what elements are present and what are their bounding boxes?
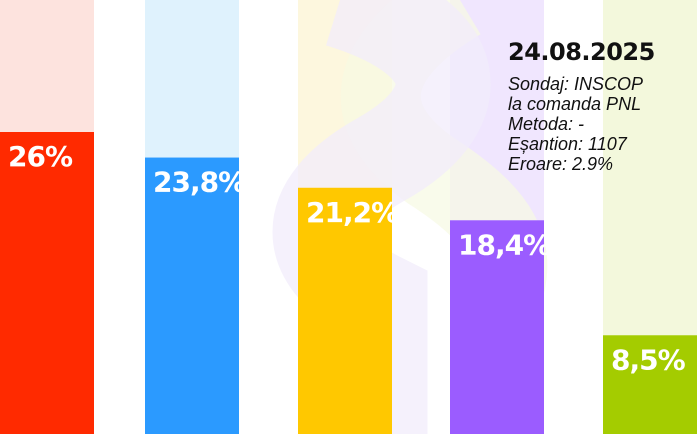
poll-source: Sondaj: INSCOP [508, 74, 644, 94]
bar-value-label-3: 21,2% [306, 196, 399, 229]
poll-info-panel: 24.08.2025 Sondaj: INSCOP la comanda PNL… [508, 38, 698, 174]
bar-value-label-2: 23,8% [153, 166, 246, 199]
bar-4 [450, 220, 544, 434]
bar-value-label-1: 26% [8, 140, 73, 173]
bar-1 [0, 132, 94, 434]
poll-sample: Eșantion: 1107 [508, 134, 627, 154]
bars [0, 132, 697, 434]
bar-5 [603, 335, 697, 434]
bar-value-label-5: 8,5% [611, 343, 686, 376]
poll-error: Eroare: 2.9% [508, 154, 614, 174]
poll-date: 24.08.2025 [508, 38, 655, 66]
bar-2 [145, 157, 239, 434]
value-labels: 26% 23,8% 21,2% 18,4% 8,5% [8, 140, 687, 376]
poll-method: Metoda: - [508, 114, 585, 134]
bar-value-label-4: 18,4% [458, 228, 551, 261]
bar-3 [298, 187, 392, 434]
poll-client: la comanda PNL [508, 94, 642, 114]
